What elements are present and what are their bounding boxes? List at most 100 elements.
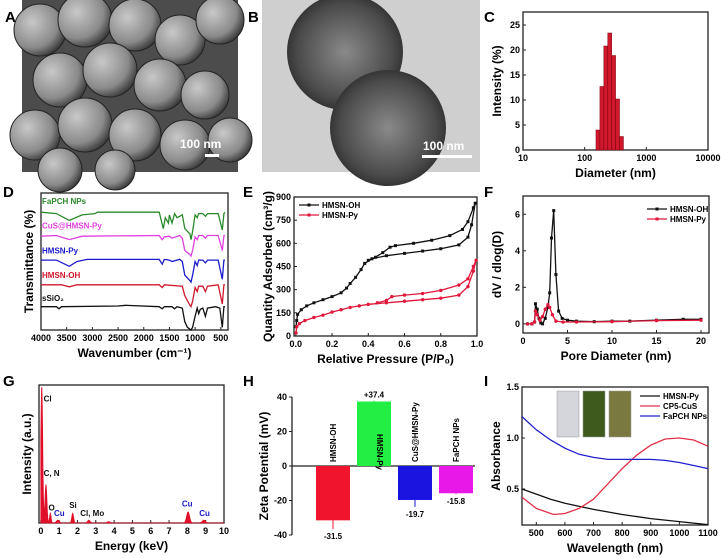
data-point	[430, 238, 434, 242]
data-point	[330, 310, 334, 314]
sem-particle	[108, 108, 162, 162]
panel-label-e: E	[243, 184, 253, 201]
panel-label-c: C	[484, 9, 495, 26]
y-axis-label: Intensity (%)	[490, 45, 504, 116]
category-label: CuS@HMSN-Py	[411, 402, 420, 462]
x-tick-label: 20	[696, 336, 706, 346]
y-tick-label: 300	[276, 285, 291, 295]
data-point	[420, 291, 425, 296]
y-tick-label: 0	[515, 145, 520, 155]
x-tick-label: 3500	[57, 333, 77, 343]
sem-particle	[82, 42, 138, 98]
peak-label: Cu	[182, 499, 193, 508]
data-point	[557, 309, 561, 313]
data-point	[461, 227, 465, 231]
sem-particle	[207, 117, 253, 163]
plot-frame	[522, 195, 710, 334]
data-point	[550, 313, 555, 317]
data-point	[548, 291, 552, 295]
data-point	[388, 245, 392, 249]
tem-image	[262, 0, 480, 186]
data-point	[384, 298, 389, 303]
scale-bar	[422, 155, 472, 158]
data-point	[471, 269, 476, 273]
data-point	[560, 316, 564, 320]
data-point	[357, 304, 361, 308]
data-point	[533, 309, 538, 313]
sem-particle	[108, 0, 162, 52]
x-tick-label: 10	[607, 336, 617, 346]
x-tick-label: 3000	[82, 333, 102, 343]
eds-spectrum	[40, 387, 224, 524]
data-point	[539, 321, 543, 325]
data-point	[348, 281, 352, 285]
data-point	[412, 241, 416, 245]
data-point	[561, 320, 565, 324]
y-tick-label: 10	[510, 95, 520, 105]
data-point	[448, 234, 452, 238]
legend-label: CP5-CuS	[663, 402, 698, 411]
sem-image	[9, 0, 253, 193]
x-tick-label: 0	[38, 526, 43, 536]
x-tick-label: 2	[75, 526, 80, 536]
x-tick-label: 1000	[185, 333, 205, 343]
scale-bar	[205, 154, 219, 157]
y-axis-label: Transmittance (%)	[22, 210, 36, 313]
x-tick-label: 800	[615, 528, 630, 538]
cuvette-inset	[556, 390, 632, 438]
data-point	[330, 295, 334, 299]
data-point	[296, 312, 300, 316]
legend-label: HMSN-Py	[670, 215, 707, 224]
y-tick-label: 4	[515, 246, 520, 256]
x-axis-label: Relative Pressure (P/P₀)	[317, 352, 454, 366]
y-tick-label: 2	[515, 282, 520, 292]
series-line-ssio-	[41, 304, 225, 331]
value-label: +37.4	[364, 391, 385, 400]
data-point	[610, 319, 614, 324]
y-tick-label: 6	[515, 209, 520, 219]
data-point	[552, 209, 556, 213]
histogram-bar	[603, 45, 608, 151]
x-tick-label: 500	[213, 333, 228, 343]
data-point	[345, 286, 349, 290]
x-tick-label: 1	[57, 526, 62, 536]
histogram-bar	[615, 98, 620, 151]
legend-marker	[307, 213, 311, 217]
data-point	[565, 318, 569, 322]
data-point	[403, 251, 407, 255]
x-tick-label: 2500	[108, 333, 128, 343]
data-point	[381, 251, 385, 255]
x-tick-label: 10	[518, 153, 528, 163]
data-point	[457, 283, 461, 287]
x-tick-label: 1000	[636, 153, 656, 163]
sem-particle	[195, 0, 245, 45]
data-point	[321, 298, 325, 302]
data-point	[303, 318, 307, 323]
peak-label: Cu	[54, 509, 65, 518]
data-point	[699, 318, 703, 322]
cuvette	[608, 390, 632, 438]
x-tick-label: 0.2	[326, 339, 339, 349]
cuvette	[582, 390, 606, 438]
data-point	[312, 315, 316, 320]
data-point	[470, 223, 474, 227]
y-tick-label: 0	[286, 331, 291, 341]
data-point	[348, 305, 352, 310]
zeta-bar	[439, 466, 473, 494]
data-point	[402, 299, 407, 303]
y-tick-label: 150	[276, 308, 291, 318]
y-tick-label: 600	[276, 238, 291, 248]
data-point	[439, 296, 443, 300]
y-axis-label: Zeta Potential (mV)	[257, 412, 271, 521]
x-tick-label: 9	[203, 526, 208, 536]
data-point	[384, 254, 388, 258]
legend-marker	[655, 207, 659, 211]
series-line-cus-hmsn-py	[40, 234, 225, 258]
value-label: -15.8	[447, 497, 466, 506]
peak-label: Cl, Mo	[80, 509, 104, 518]
sem-particle	[94, 149, 136, 191]
data-point	[466, 235, 470, 239]
data-point	[546, 305, 550, 309]
data-point	[366, 258, 370, 262]
histogram-bar	[595, 129, 601, 151]
